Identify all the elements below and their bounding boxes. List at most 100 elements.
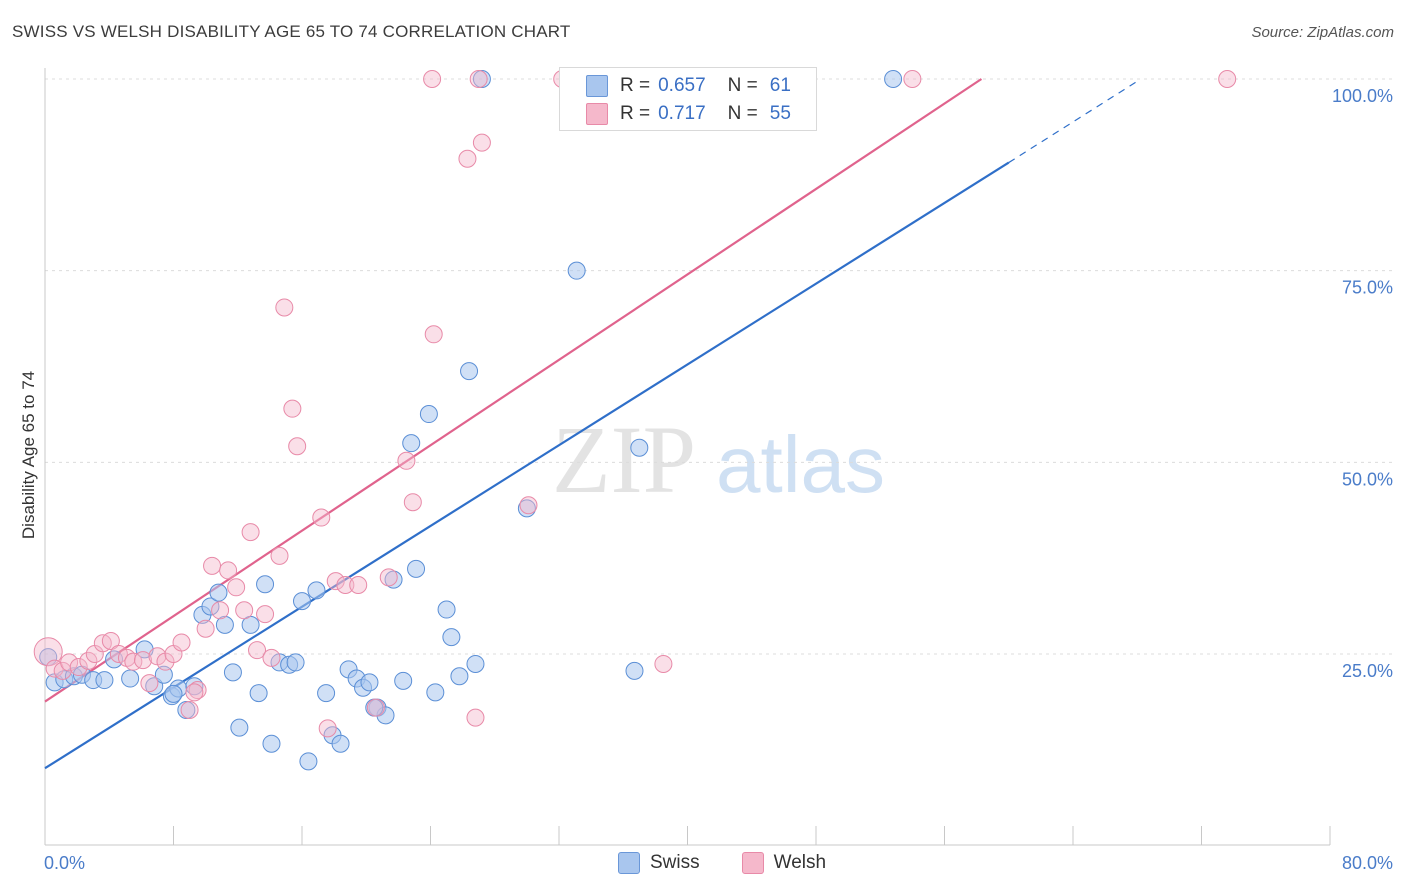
point-swiss — [625, 661, 644, 680]
point-welsh — [219, 561, 238, 580]
point-welsh — [336, 576, 355, 594]
point-welsh — [403, 493, 422, 512]
n-label: N = — [727, 103, 758, 124]
welsh-swatch — [586, 103, 608, 125]
point-welsh — [312, 508, 331, 527]
point-welsh — [235, 601, 254, 620]
n-value: 61 — [769, 75, 791, 96]
x-tick-label-max: 80.0% — [1342, 853, 1393, 873]
point-swiss — [121, 669, 140, 688]
n-value: 55 — [769, 103, 791, 124]
watermark-zip: ZIP — [552, 406, 696, 513]
point-welsh — [424, 325, 443, 344]
point-swiss — [630, 438, 649, 457]
point-swiss — [460, 362, 479, 381]
point-welsh — [203, 556, 222, 575]
watermark-atlas: atlas — [716, 420, 885, 509]
axes — [44, 68, 1331, 846]
point-swiss — [299, 752, 318, 771]
series-legend: Swiss Welsh — [618, 852, 826, 874]
point-swiss — [884, 70, 903, 88]
point-welsh — [211, 601, 230, 620]
point-welsh — [172, 633, 191, 652]
point-welsh — [79, 651, 98, 670]
point-swiss — [567, 261, 586, 280]
point-swiss — [384, 570, 403, 589]
point-welsh — [248, 641, 267, 660]
point-welsh — [519, 496, 538, 515]
point-swiss — [466, 654, 485, 673]
point-welsh — [101, 631, 120, 650]
point-welsh — [379, 568, 398, 587]
point-welsh — [69, 658, 88, 677]
welsh-swatch — [741, 852, 764, 874]
point-welsh — [472, 133, 491, 152]
stats-row-swiss: R = 0.657 N = 61 — [586, 72, 791, 100]
point-swiss — [256, 575, 275, 594]
point-welsh — [60, 653, 79, 672]
point-swiss — [317, 684, 336, 703]
point-welsh — [140, 674, 159, 693]
point-welsh — [188, 681, 207, 700]
x-tick-label-min: 0.0% — [44, 853, 85, 873]
point-swiss — [407, 559, 426, 578]
point-welsh — [185, 683, 204, 702]
point-swiss — [105, 650, 124, 669]
point-swiss — [154, 665, 173, 684]
point-swiss — [230, 718, 249, 737]
point-welsh — [903, 70, 922, 88]
point-swiss — [442, 628, 461, 647]
trend-lines — [44, 78, 1138, 770]
swiss-swatch — [618, 852, 640, 874]
point-swiss — [360, 673, 379, 692]
point-welsh — [318, 719, 337, 738]
point-swiss — [437, 600, 456, 619]
point-welsh — [270, 546, 289, 565]
y-axis-title: Disability Age 65 to 74 — [19, 371, 38, 539]
point-welsh — [256, 605, 275, 624]
stats-legend: R = 0.657 N = 61 R = 0.717 N = 55 — [559, 67, 817, 131]
point-welsh — [349, 576, 368, 594]
point-welsh — [227, 578, 246, 597]
source-label: Source: ZipAtlas.com — [1251, 24, 1394, 41]
trend-line-swiss-extension — [1008, 80, 1138, 164]
trend-line-welsh — [44, 78, 983, 703]
stats-row-welsh: R = 0.717 N = 55 — [586, 100, 791, 128]
y-tick-label: 75.0% — [1342, 278, 1393, 298]
point-welsh — [458, 149, 477, 168]
point-swiss — [95, 671, 114, 690]
y-tick-label: 50.0% — [1342, 469, 1393, 489]
point-swiss — [209, 583, 228, 602]
r-value: 0.717 — [658, 103, 706, 124]
point-welsh — [654, 654, 673, 673]
point-welsh — [466, 708, 485, 727]
point-swiss — [293, 592, 311, 611]
watermark: ZIP atlas — [552, 406, 885, 513]
legend-item-swiss[interactable]: Swiss — [618, 852, 700, 874]
y-tick-label: 100.0% — [1332, 86, 1393, 106]
point-welsh — [196, 619, 215, 638]
point-welsh — [283, 399, 302, 418]
r-label: R = — [620, 103, 651, 124]
r-label: R = — [620, 75, 651, 96]
point-welsh — [124, 652, 143, 671]
legend-item-welsh[interactable]: Welsh — [741, 852, 827, 874]
legend-label-welsh: Welsh — [773, 852, 827, 873]
point-swiss — [394, 671, 413, 690]
point-swiss — [426, 683, 445, 702]
point-welsh — [180, 700, 199, 719]
point-welsh — [397, 451, 416, 470]
r-value: 0.657 — [658, 75, 706, 96]
point-swiss — [331, 734, 350, 753]
swiss-swatch — [586, 75, 608, 97]
point-swiss — [286, 653, 305, 672]
point-welsh — [423, 70, 442, 88]
chart-title: SWISS VS WELSH DISABILITY AGE 65 TO 74 C… — [12, 22, 571, 41]
point-swiss — [223, 663, 242, 682]
point-welsh — [275, 298, 294, 317]
legend-label-swiss: Swiss — [650, 852, 700, 873]
tick-labels: 25.0% 50.0% 75.0% 100.0% 0.0% 80.0% — [44, 86, 1393, 873]
series-welsh — [33, 70, 1237, 738]
point-welsh — [33, 637, 63, 667]
